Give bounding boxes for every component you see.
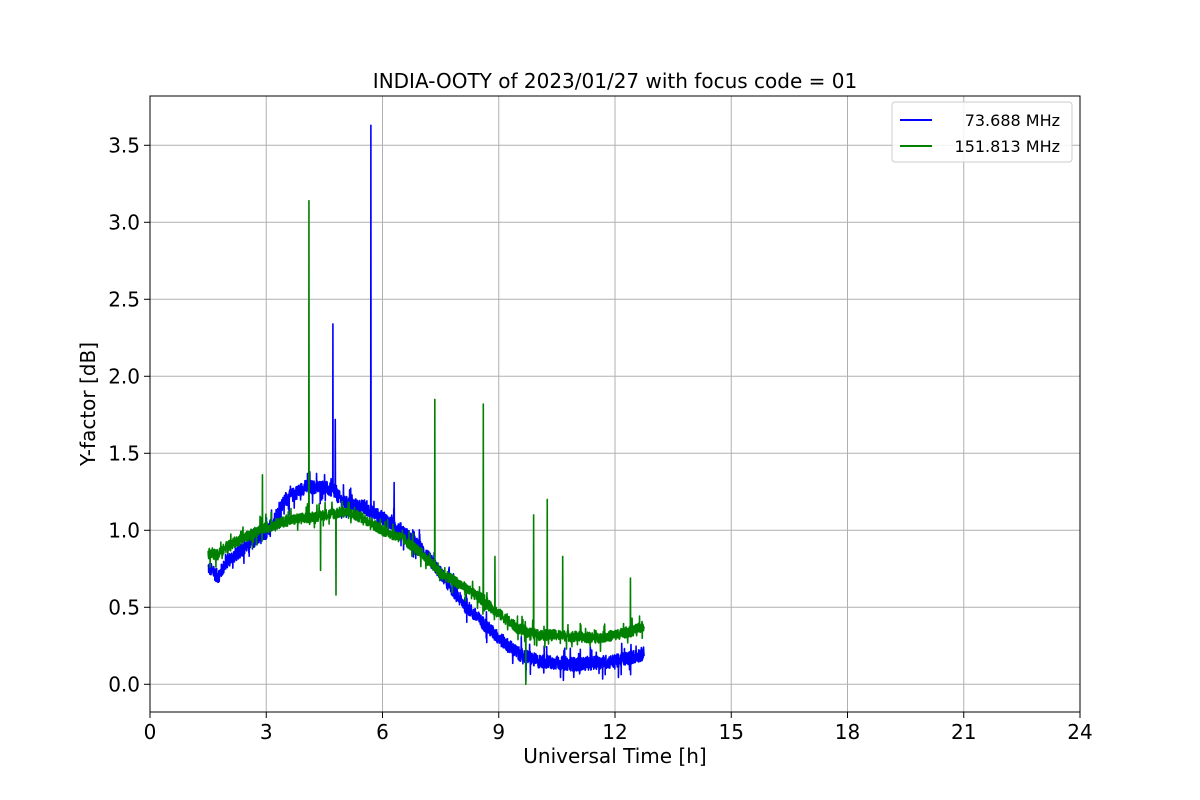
y-axis-label: Y-factor [dB]	[76, 342, 100, 467]
x-axis-label: Universal Time [h]	[523, 744, 706, 768]
legend-box	[891, 101, 1073, 163]
legend: 73.688 MHz 151.813 MHz	[891, 101, 1073, 163]
chart-title: INDIA-OOTY of 2023/01/27 with focus code…	[373, 69, 857, 93]
plot-area	[207, 124, 645, 686]
x-tick-label: 0	[144, 720, 157, 744]
legend-label-1: 73.688 MHz	[965, 111, 1060, 130]
x-tick-label: 24	[1067, 720, 1092, 744]
x-tick-label: 15	[719, 720, 744, 744]
y-tick-label: 1.0	[108, 518, 140, 542]
y-tick-label: 3.5	[108, 133, 140, 157]
legend-label-2: 151.813 MHz	[955, 137, 1060, 156]
y-tick-label: 2.0	[108, 364, 140, 388]
y-tick-label: 2.5	[108, 287, 140, 311]
axis-ticks: 0 3 6 9 12 15 18 21 24 0.0 0.5 1.0 1.5 2.0 2.5 3.0 3.5	[108, 133, 1093, 744]
series-line-1	[207, 124, 645, 682]
series-line-2	[207, 199, 645, 686]
x-tick-label: 21	[951, 720, 976, 744]
x-tick-label: 6	[376, 720, 389, 744]
x-tick-label: 9	[492, 720, 505, 744]
y-tick-label: 0.0	[108, 672, 140, 696]
x-tick-label: 12	[602, 720, 627, 744]
y-tick-label: 3.0	[108, 210, 140, 234]
y-tick-label: 0.5	[108, 595, 140, 619]
y-tick-label: 1.5	[108, 441, 140, 465]
x-tick-label: 18	[835, 720, 860, 744]
x-tick-label: 3	[260, 720, 273, 744]
